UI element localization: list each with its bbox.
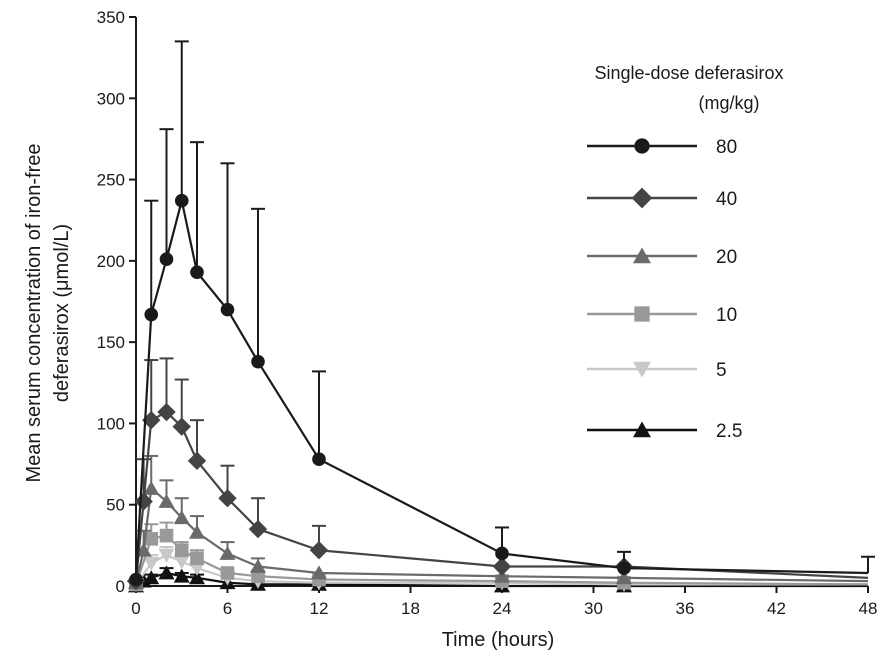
legend-item-10: 10	[587, 305, 737, 326]
y-tick-label: 350	[97, 8, 125, 27]
data-point	[189, 524, 205, 539]
y-tick-label: 300	[97, 89, 125, 108]
data-point	[492, 557, 512, 576]
data-point	[617, 561, 631, 575]
x-tick-label: 24	[493, 599, 512, 618]
data-point	[187, 451, 207, 471]
legend-item-80: 80	[587, 137, 737, 158]
series-line	[134, 410, 869, 582]
data-point	[143, 480, 160, 495]
legend-label: 80	[716, 137, 737, 158]
data-point	[129, 572, 143, 587]
data-point	[220, 566, 235, 580]
data-point	[142, 410, 161, 430]
data-point	[248, 519, 268, 539]
legend: 80 40 20 10 5 2.5	[587, 137, 742, 442]
data-point	[173, 510, 190, 525]
legend-label: 2.5	[716, 421, 742, 442]
legend-label: 5	[716, 360, 727, 381]
data-point	[143, 570, 160, 585]
data-point	[157, 402, 176, 422]
data-point	[143, 556, 160, 571]
x-tick-label: 12	[310, 599, 329, 618]
x-tick-label: 0	[131, 599, 140, 618]
y-tick-label: 50	[106, 496, 125, 515]
legend-item-2.5: 2.5	[587, 421, 742, 442]
legend-marker	[634, 138, 650, 154]
legend-title: Single-dose deferasirox (mg/kg)	[594, 63, 783, 113]
legend-label: 10	[716, 305, 737, 326]
data-point	[495, 546, 509, 561]
series-40	[126, 357, 869, 591]
data-point	[172, 417, 191, 436]
data-point	[189, 570, 205, 585]
data-point	[219, 545, 236, 560]
data-point	[159, 252, 174, 267]
legend-title-line2: (mg/kg)	[698, 93, 759, 113]
y-tick-label: 200	[97, 252, 125, 271]
x-tick-label: 18	[401, 599, 420, 618]
y-tick-label: 150	[97, 333, 125, 352]
y-tick-label: 0	[116, 577, 125, 596]
data-point	[158, 565, 175, 580]
series-line	[134, 200, 869, 580]
data-point	[174, 543, 189, 558]
legend-marker	[633, 247, 651, 264]
data-point	[158, 493, 175, 508]
series-80	[129, 40, 875, 587]
y-tick-label: 100	[97, 414, 125, 433]
x-tick-label: 36	[676, 599, 695, 618]
data-point	[220, 302, 235, 317]
data-point	[251, 354, 265, 369]
data-point	[616, 570, 632, 585]
axes: 0 6 12 18 24 30 36 42 48 0 50 100 150 200 250 300 350	[97, 8, 878, 618]
data-point	[311, 565, 327, 580]
x-tick-label: 6	[223, 599, 232, 618]
legend-item-5: 5	[587, 360, 727, 381]
legend-label: 20	[716, 247, 737, 268]
data-point	[218, 489, 237, 508]
legend-marker	[633, 421, 651, 438]
data-point	[134, 492, 153, 511]
data-point	[173, 555, 190, 570]
y-axis-title-line1: Mean serum concentration of iron-free	[23, 143, 45, 482]
data-point	[312, 452, 326, 466]
data-point	[190, 551, 204, 566]
data-point	[173, 568, 190, 583]
data-point	[174, 193, 189, 208]
data-point	[158, 548, 175, 563]
x-tick-label: 48	[859, 599, 878, 618]
data-point	[250, 558, 266, 573]
legend-marker	[634, 306, 650, 322]
legend-marker	[633, 361, 651, 378]
data-point	[144, 307, 159, 322]
x-tick-label: 30	[584, 599, 603, 618]
legend-title-line1: Single-dose deferasirox	[594, 63, 783, 83]
x-axis-title: Time (hours)	[442, 629, 555, 651]
plot-area	[126, 40, 875, 593]
y-tick-label: 250	[97, 171, 125, 190]
data-point	[190, 265, 204, 280]
legend-item-20: 20	[587, 247, 737, 268]
data-point	[159, 528, 174, 543]
data-point	[189, 561, 205, 576]
legend-item-40: 40	[587, 187, 737, 210]
data-point	[144, 532, 159, 546]
legend-marker	[631, 187, 653, 209]
legend-label: 40	[716, 189, 737, 210]
x-tick-label: 42	[767, 599, 786, 618]
data-point	[309, 541, 329, 560]
y-axis-title-line2: deferasirox (μmol/L)	[51, 224, 73, 402]
y-axis-title: Mean serum concentration of iron-free de…	[23, 143, 73, 482]
